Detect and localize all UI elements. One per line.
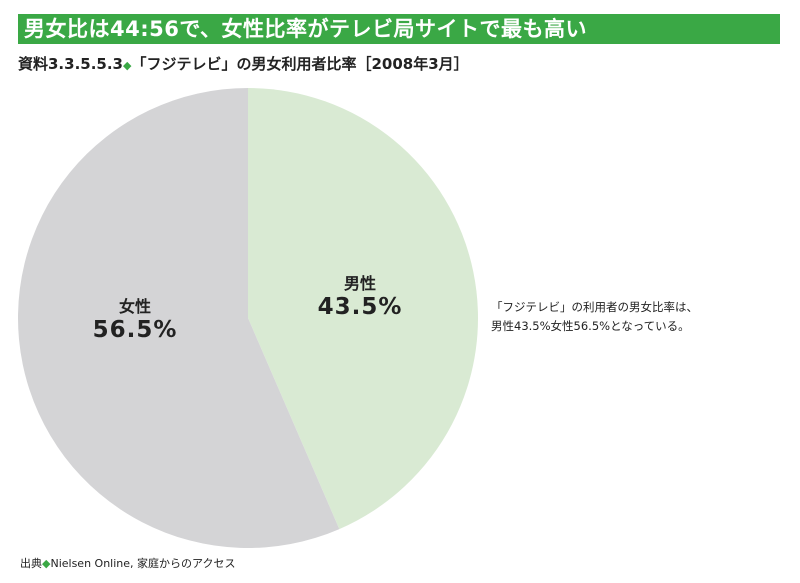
slice-name-female: 女性 xyxy=(118,297,151,316)
figure-number: 資料3.3.5.5.3 xyxy=(18,55,123,73)
headline-banner: 男女比は44:56で、女性比率がテレビ局サイトで最も高い xyxy=(18,14,780,44)
slice-label-female: 女性 56.5% xyxy=(75,293,195,343)
slice-name-male: 男性 xyxy=(343,274,376,293)
chart-note: 「フジテレビ」の利用者の男女比率は、 男性43.5%女性56.5%となっている。 xyxy=(491,298,698,336)
source-prefix: 出典 xyxy=(20,557,42,570)
slice-value-male: 43.5% xyxy=(317,294,403,320)
source-text: Nielsen Online, 家庭からのアクセス xyxy=(50,557,236,570)
diamond-icon: ◆ xyxy=(122,59,132,72)
pie-slice-female xyxy=(18,88,340,548)
source-credit: 出典◆Nielsen Online, 家庭からのアクセス xyxy=(20,555,235,571)
note-line-2: 男性43.5%女性56.5%となっている。 xyxy=(491,319,690,333)
diamond-icon: ◆ xyxy=(42,557,51,570)
slice-label-male: 男性 43.5% xyxy=(300,270,420,320)
pie-slice-male xyxy=(248,88,478,530)
chart-subtitle: 資料3.3.5.5.3◆「フジテレビ」の男女利用者比率［2008年3月］ xyxy=(18,53,469,74)
figure-title: 「フジテレビ」の男女利用者比率［2008年3月］ xyxy=(131,55,469,73)
note-line-1: 「フジテレビ」の利用者の男女比率は、 xyxy=(491,300,698,314)
slice-value-female: 56.5% xyxy=(92,317,178,343)
